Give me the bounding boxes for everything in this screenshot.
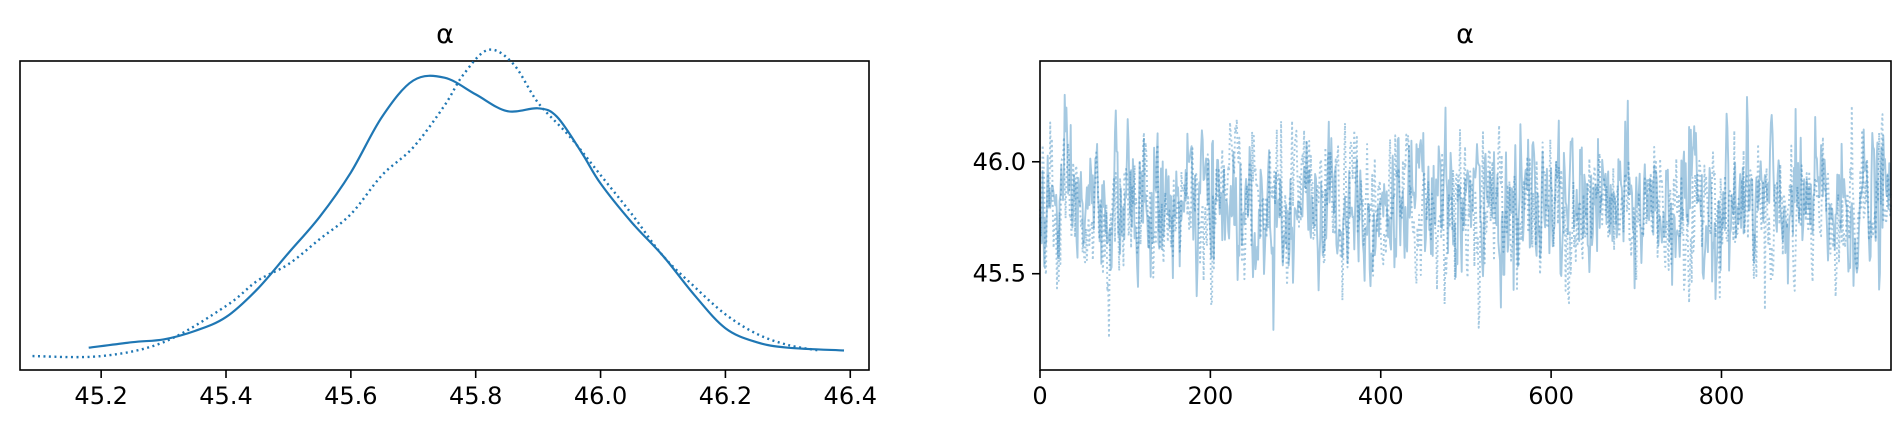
trace-x-tick-label: 200 — [1187, 382, 1233, 410]
trace-axes-frame — [1039, 60, 1892, 371]
density-x-tick-label: 46.2 — [699, 382, 752, 410]
density-x-tick-label: 45.2 — [74, 382, 127, 410]
density-x-tick-label: 45.6 — [324, 382, 377, 410]
trace-line-solid — [1039, 93, 1892, 331]
density-curve-solid — [88, 74, 845, 352]
trace-x-tick-label: 0 — [1032, 382, 1047, 410]
trace-x-tick-label: 400 — [1358, 382, 1404, 410]
trace-panel: α 0 200 400 600 800 45.5 46.0 — [973, 19, 1892, 410]
density-title: α — [436, 19, 454, 50]
trace-y-tick-label: 46.0 — [973, 148, 1026, 176]
density-panel: α 45.2 45.4 45.6 45.8 46.0 46.2 46.4 — [19, 19, 877, 410]
density-x-tick-label: 45.4 — [199, 382, 252, 410]
trace-x-tick-label: 600 — [1528, 382, 1574, 410]
density-axes-frame — [19, 60, 870, 371]
density-x-tick-label: 45.8 — [449, 382, 502, 410]
trace-x-axis: 0 200 400 600 800 — [1032, 370, 1744, 410]
density-x-axis: 45.2 45.4 45.6 45.8 46.0 46.2 46.4 — [74, 370, 877, 410]
density-curve-dotted — [32, 48, 820, 359]
trace-lines — [1039, 93, 1892, 339]
density-curves — [32, 48, 845, 359]
density-x-tick-label: 46.0 — [574, 382, 627, 410]
trace-y-axis: 45.5 46.0 — [973, 148, 1040, 288]
trace-title: α — [1456, 19, 1474, 50]
trace-line-dotted — [1039, 104, 1892, 339]
density-x-tick-label: 46.4 — [824, 382, 877, 410]
trace-x-tick-label: 800 — [1699, 382, 1745, 410]
trace-y-tick-label: 45.5 — [973, 260, 1026, 288]
